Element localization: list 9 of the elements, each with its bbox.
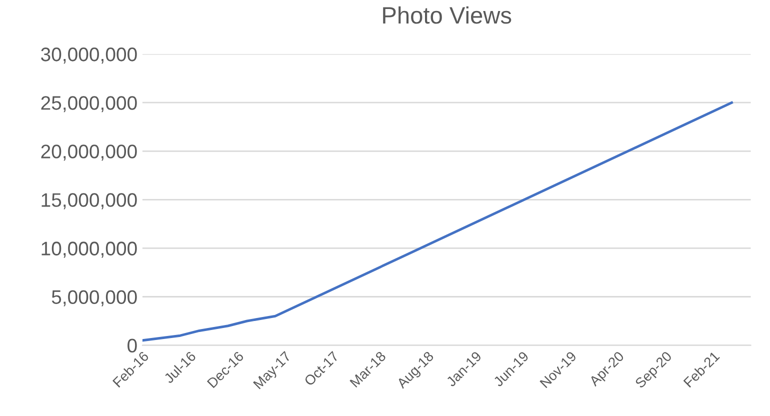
y-tick-label: 10,000,000	[42, 242, 137, 258]
y-tick-label: 25,000,000	[41, 96, 137, 112]
y-tick-label: 15,000,000	[42, 193, 137, 210]
chart-title: Photo Views	[383, 6, 512, 24]
y-tick-label: 5,000,000	[52, 290, 137, 306]
y-tick-label: 0	[128, 338, 137, 353]
line-series	[142, 101, 733, 342]
y-tick-label: 20,000,000	[41, 144, 137, 161]
y-tick-label: 30,000,000	[41, 48, 137, 64]
